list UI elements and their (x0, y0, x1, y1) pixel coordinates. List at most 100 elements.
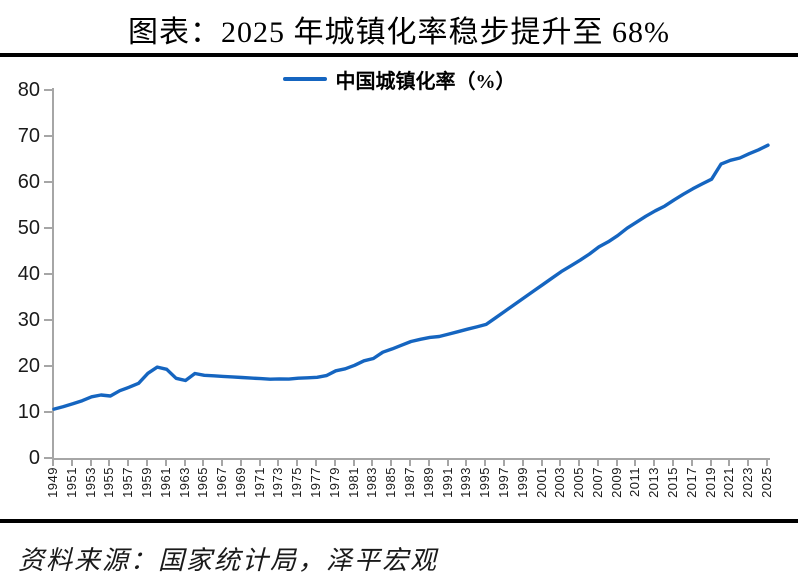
y-tick-mark (44, 135, 52, 137)
y-tick-label: 70 (17, 125, 40, 147)
x-tick-mark (127, 460, 130, 466)
x-tick-label: 2019 (702, 467, 718, 498)
x-tick-label: 1985 (383, 467, 399, 498)
x-tick-label: 1975 (289, 467, 305, 498)
x-tick-label: 1977 (308, 467, 324, 498)
x-tick-mark (52, 460, 54, 466)
x-tick-mark (653, 460, 656, 466)
y-tick-label: 60 (17, 171, 40, 193)
legend-label: 中国城镇化率（%） (335, 70, 516, 93)
x-tick-label: 2005 (571, 467, 587, 498)
source-note: 资料来源：国家统计局，泽平宏观 (18, 546, 439, 575)
x-tick-mark (333, 460, 336, 466)
x-tick-label: 1965 (195, 467, 211, 498)
x-tick-label: 1969 (232, 467, 248, 498)
x-tick-label: 1971 (251, 467, 267, 498)
x-tick-mark (183, 460, 186, 466)
x-tick-mark (559, 460, 562, 466)
x-tick-mark (315, 460, 318, 466)
x-tick-label: 1987 (402, 467, 417, 498)
x-tick-label: 1957 (120, 467, 136, 498)
x-tick-mark (89, 460, 92, 466)
x-tick-mark (672, 460, 675, 466)
x-tick-label: 1979 (326, 467, 342, 498)
x-tick-label: 1991 (439, 467, 455, 498)
y-tick-mark (44, 319, 52, 321)
x-tick-label: 2025 (759, 467, 774, 498)
x-tick-label: 1993 (458, 467, 474, 498)
x-tick-mark (202, 460, 205, 466)
x-tick-label: 2021 (721, 467, 737, 498)
y-tick-label: 80 (17, 79, 40, 101)
x-tick-mark (484, 460, 487, 466)
x-axis-line (52, 458, 770, 460)
y-tick-mark (44, 365, 52, 367)
x-tick-label: 1973 (270, 467, 286, 498)
x-tick-mark (277, 460, 280, 466)
x-tick-mark (634, 460, 637, 466)
x-tick-label: 1981 (345, 467, 361, 498)
x-tick-mark (465, 460, 468, 466)
y-tick-label: 10 (17, 401, 40, 423)
chart-title: 图表：2025 年城镇化率稳步提升至 68% (128, 16, 670, 49)
y-tick-mark (44, 273, 52, 275)
x-tick-mark (502, 460, 505, 466)
y-tick-label: 50 (17, 217, 40, 239)
x-tick-mark (747, 460, 750, 466)
x-tick-mark (258, 460, 261, 466)
x-tick-label: 1955 (101, 467, 117, 498)
x-tick-mark (108, 460, 111, 466)
y-tick-mark (44, 181, 52, 183)
y-tick-mark (44, 227, 52, 229)
x-tick-label: 1959 (138, 467, 154, 498)
y-axis-line (52, 88, 54, 460)
x-tick-label: 1983 (364, 467, 380, 498)
urbanization-line-series (52, 143, 770, 411)
legend: 中国城镇化率（%） (0, 66, 798, 93)
x-tick-mark (728, 460, 731, 466)
x-tick-mark (70, 460, 73, 466)
y-tick-label: 40 (17, 263, 40, 285)
x-tick-label: 2017 (683, 467, 699, 498)
x-tick-mark (296, 460, 299, 466)
x-tick-label: 1967 (214, 467, 230, 498)
x-tick-mark (239, 460, 242, 466)
x-tick-mark (766, 460, 768, 466)
bottom-divider (0, 519, 798, 523)
x-tick-mark (221, 460, 224, 466)
y-tick-mark (44, 411, 52, 413)
x-tick-mark (371, 460, 374, 466)
x-tick-label: 2009 (608, 467, 624, 498)
x-tick-label: 1999 (514, 467, 530, 498)
x-tick-mark (427, 460, 430, 466)
y-tick-label: 0 (28, 447, 40, 469)
x-tick-mark (352, 460, 355, 466)
legend-line-swatch (282, 77, 327, 81)
x-tick-label: 2007 (589, 467, 605, 498)
y-tick-mark (44, 457, 52, 459)
x-tick-mark (446, 460, 449, 466)
x-tick-label: 1951 (63, 467, 79, 498)
y-tick-mark (44, 89, 52, 91)
plot-area (52, 143, 770, 411)
top-divider (0, 53, 798, 57)
x-tick-mark (145, 460, 148, 466)
y-tick-label: 20 (17, 355, 40, 377)
x-tick-label: 1989 (420, 467, 436, 498)
x-tick-mark (690, 460, 693, 466)
x-tick-mark (540, 460, 543, 466)
x-tick-label: 1961 (157, 467, 173, 498)
x-tick-label: 1963 (176, 467, 192, 498)
x-tick-mark (390, 460, 393, 466)
x-tick-label: 2015 (665, 467, 681, 498)
x-tick-label: 2003 (552, 467, 568, 498)
x-tick-label: 2023 (740, 467, 756, 498)
y-tick-label: 30 (17, 309, 40, 331)
x-tick-label: 1995 (477, 467, 493, 498)
x-tick-mark (521, 460, 524, 466)
x-tick-label: 2013 (646, 467, 662, 498)
x-tick-mark (709, 460, 712, 466)
x-tick-mark (596, 460, 599, 466)
x-tick-label: 2001 (533, 467, 549, 498)
